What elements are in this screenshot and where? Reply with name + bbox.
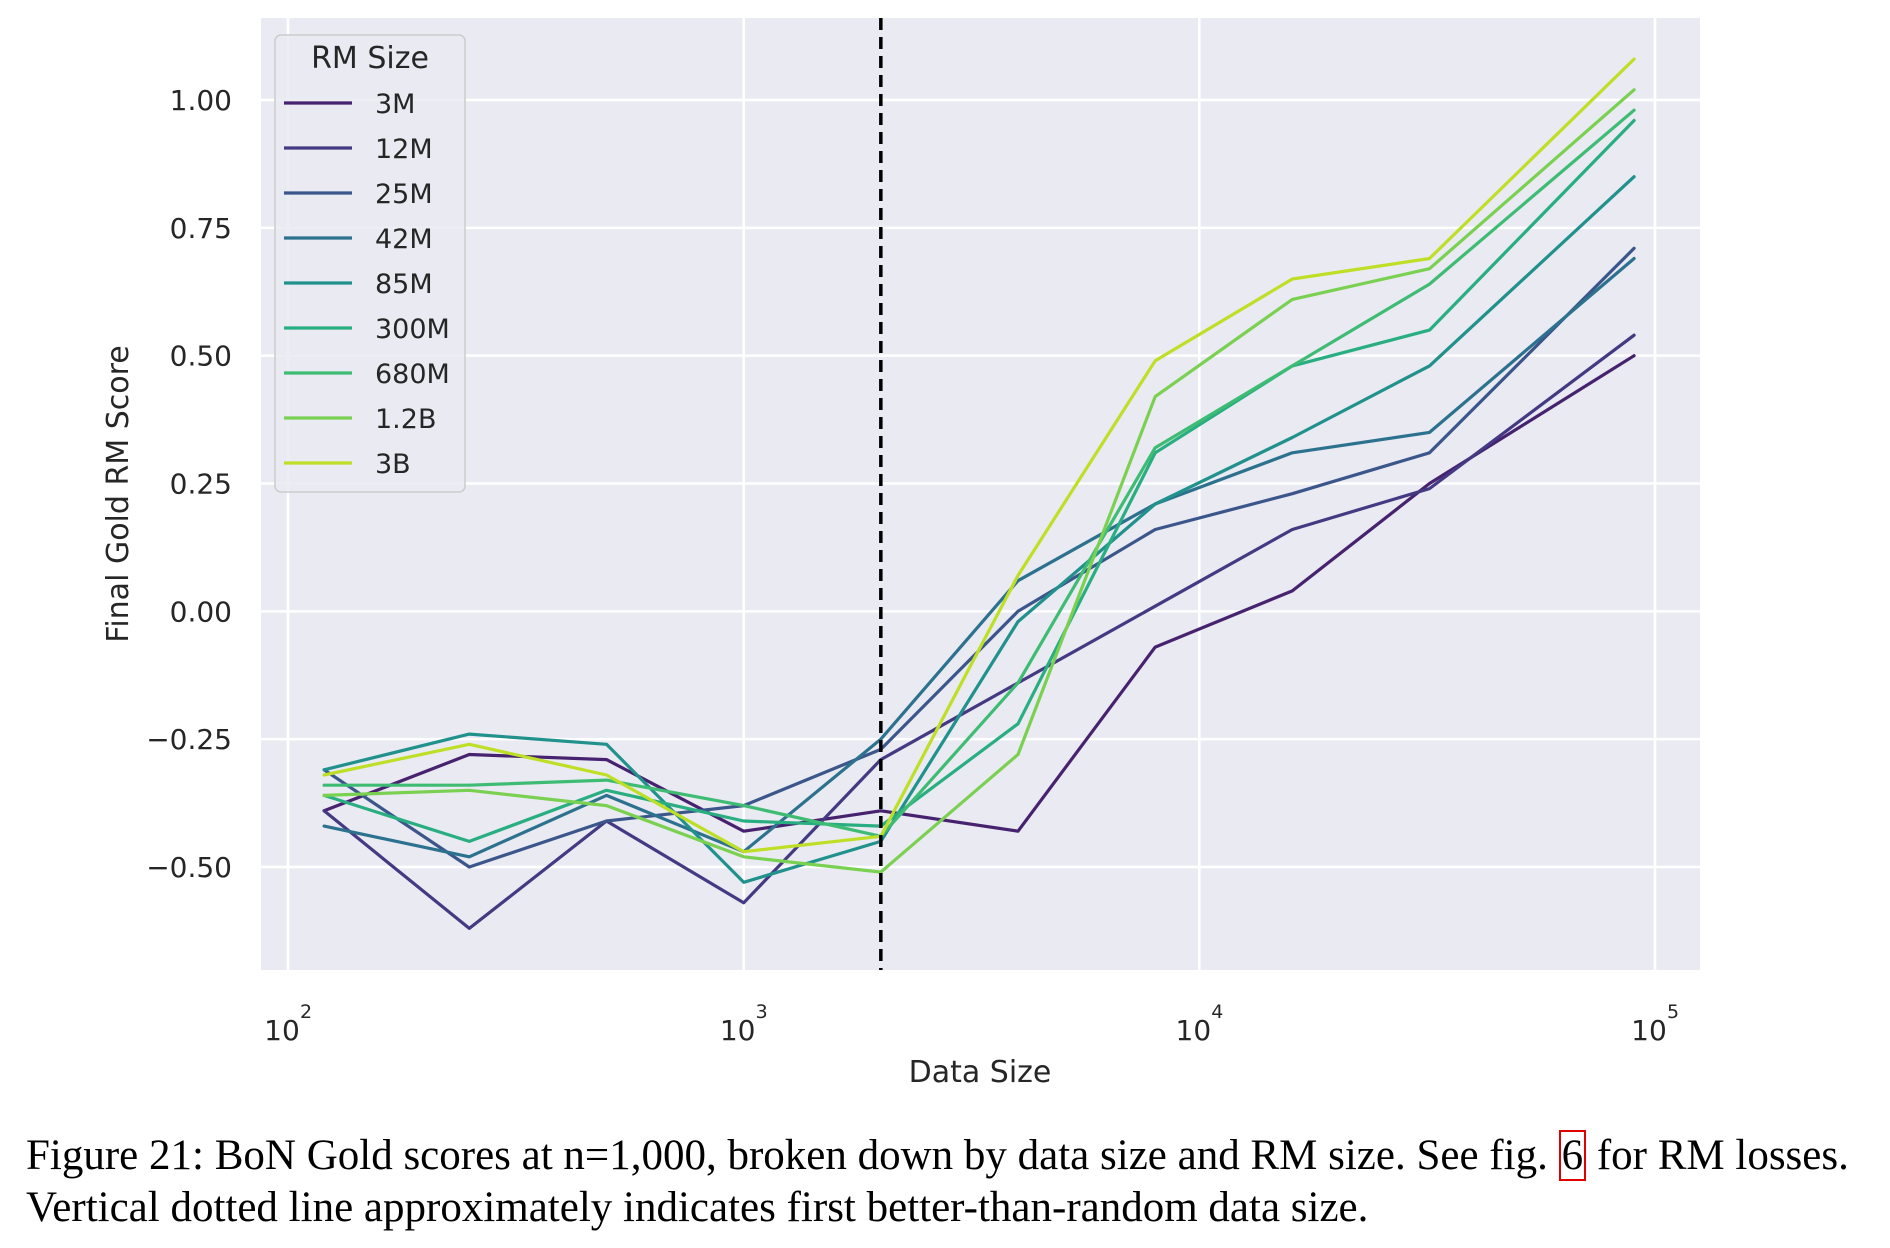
legend-item: 680M — [284, 359, 450, 390]
y-tick-label: 0.25 — [170, 468, 232, 501]
legend-item: 25M — [284, 179, 433, 210]
x-tick-label: 104 — [1176, 1001, 1224, 1047]
svg-text:3: 3 — [756, 1001, 768, 1023]
plot-background — [261, 18, 1700, 970]
y-tick-label: 0.50 — [170, 340, 232, 373]
svg-text:10: 10 — [264, 1014, 300, 1047]
legend-label: 12M — [375, 134, 433, 165]
figure-caption: Figure 21: BoN Gold scores at n=1,000, b… — [26, 1130, 1886, 1234]
series-line-3B — [322, 57, 1636, 854]
series-line-25M — [322, 246, 1636, 869]
x-tick-label: 105 — [1631, 1001, 1679, 1047]
svg-text:2: 2 — [300, 1001, 312, 1023]
figure-reference-link[interactable]: 6 — [1558, 1130, 1587, 1181]
legend-item: 1.2B — [284, 404, 436, 435]
series-line-1-2B — [322, 88, 1636, 874]
legend-item: 42M — [284, 224, 433, 255]
legend-item: 3M — [284, 89, 415, 120]
y-axis-label: Final Gold RM Score — [101, 345, 136, 642]
legend-label: 1.2B — [375, 404, 436, 435]
legend-label: 42M — [375, 224, 433, 255]
legend-label: 3B — [375, 449, 411, 480]
y-tick-label: −0.25 — [146, 723, 232, 756]
y-tick-label: 1.00 — [170, 84, 232, 117]
legend-label: 300M — [375, 314, 450, 345]
series-line-42M — [322, 256, 1636, 859]
series-line-12M — [322, 333, 1636, 931]
series-line-680M — [322, 108, 1636, 838]
svg-text:10: 10 — [1631, 1014, 1667, 1047]
legend-item: 85M — [284, 269, 433, 300]
legend-label: 3M — [375, 89, 415, 120]
x-tick-label: 102 — [264, 1001, 312, 1047]
series-line-85M — [322, 175, 1636, 884]
legend-item: 300M — [284, 314, 450, 345]
caption-text-end: for RM losses. Vertical dotted line appr… — [26, 1132, 1849, 1231]
y-tick-label: 0.00 — [170, 595, 232, 628]
svg-text:4: 4 — [1211, 1001, 1223, 1023]
legend-item: 12M — [284, 134, 433, 165]
caption-text-start: Figure 21: BoN Gold scores at n=1,000, b… — [26, 1132, 1559, 1179]
series-line-3M — [322, 354, 1636, 833]
svg-text:10: 10 — [1176, 1014, 1212, 1047]
legend-item: 3B — [284, 449, 411, 480]
x-tick-label: 103 — [720, 1001, 768, 1047]
y-tick-label: 0.75 — [170, 212, 232, 245]
legend-label: 25M — [375, 179, 433, 210]
legend-label: 680M — [375, 359, 450, 390]
legend-title: RM Size — [311, 41, 429, 76]
series-line-300M — [322, 118, 1636, 844]
series-lines — [322, 57, 1636, 931]
legend-label: 85M — [375, 269, 433, 300]
y-axis-ticks: 1.00 0.75 0.50 0.25 0.00 −0.25 −0.50 — [146, 84, 232, 884]
x-axis-label: Data Size — [909, 1055, 1052, 1090]
y-tick-label: −0.50 — [146, 851, 232, 884]
svg-text:5: 5 — [1667, 1001, 1679, 1023]
legend: RM Size 3M 12M 25M 42M 85M 300M 680M 1.2B 3B — [274, 34, 466, 493]
svg-text:10: 10 — [720, 1014, 756, 1047]
